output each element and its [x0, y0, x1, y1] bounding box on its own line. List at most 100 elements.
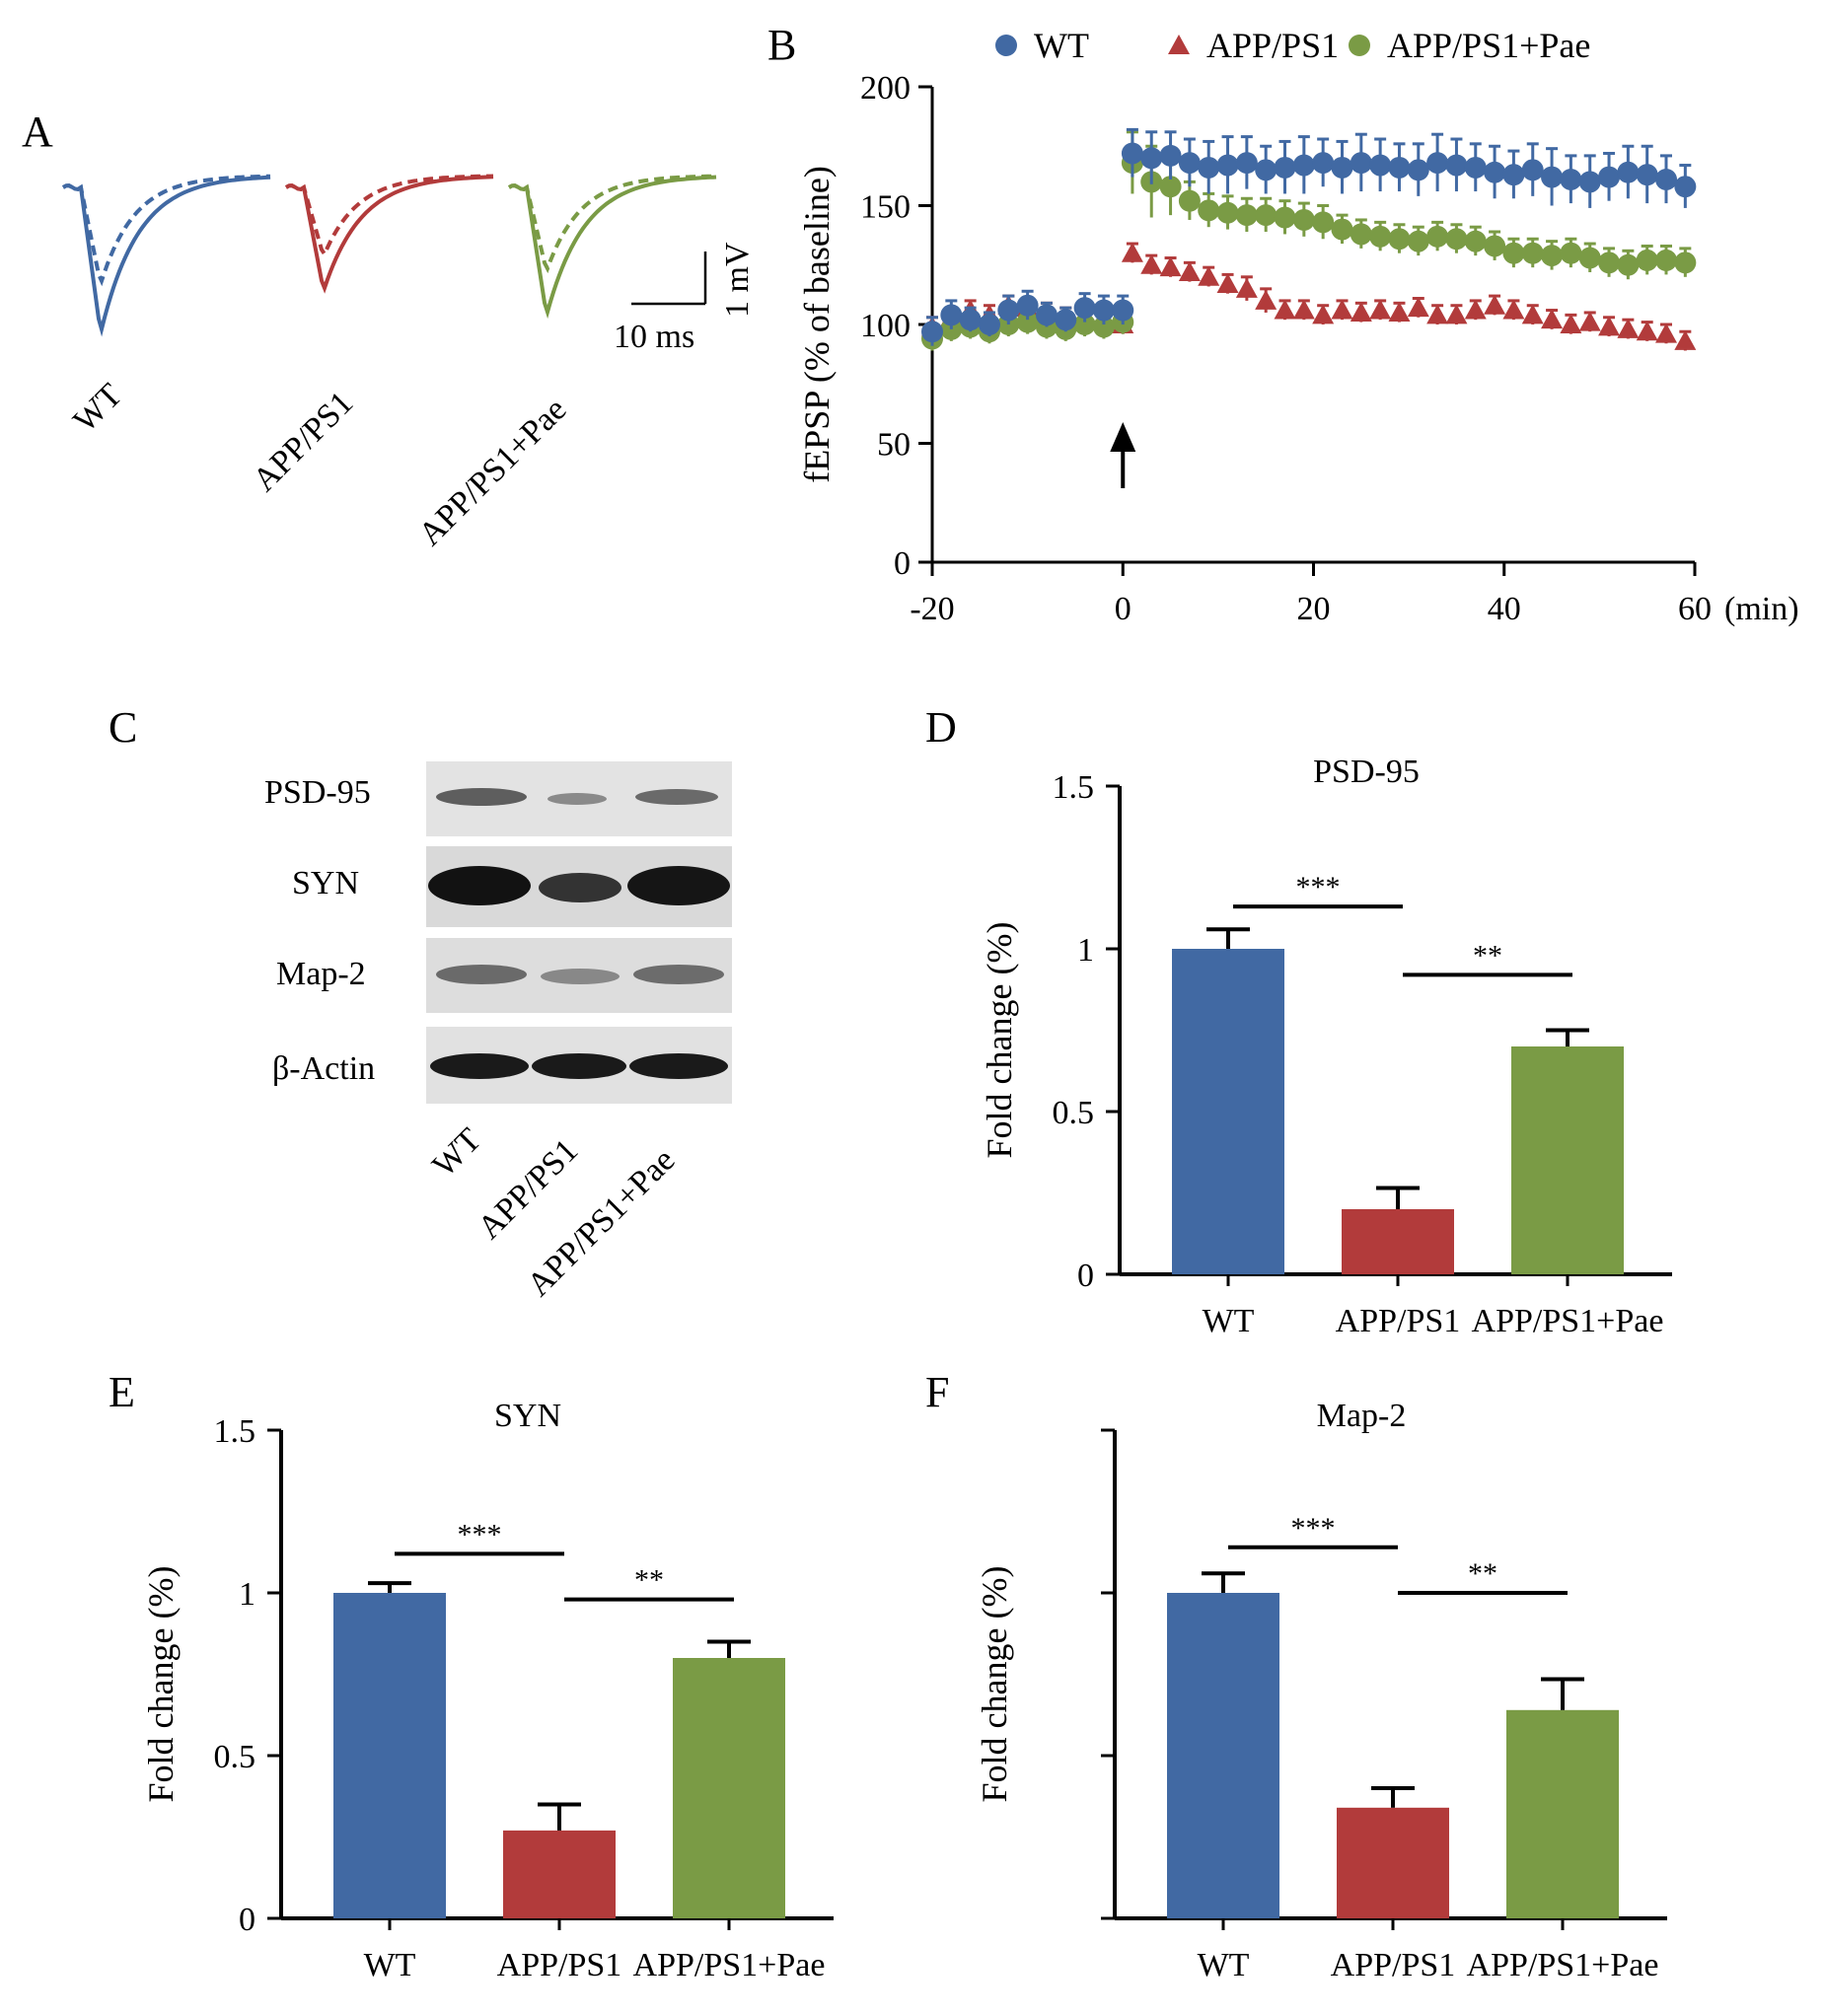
blot-row-psd95: PSD-95 [264, 774, 371, 811]
y-axis-label: Fold change (%) [980, 922, 1019, 1159]
data-point [1312, 304, 1335, 324]
data-point [1426, 225, 1449, 248]
y-tick-label: 1 [1077, 932, 1094, 969]
y-tick-label: 0 [1077, 1258, 1094, 1294]
legend-item: APP/PS1+Pae [1387, 26, 1590, 65]
data-point [1121, 142, 1143, 165]
panel-f-chart: Map-2 Fold change (%) WT APP/PS1 APP/PS1+Pae… [975, 1398, 1667, 1983]
category-label: APP/PS1 [497, 1947, 622, 1983]
data-point [1578, 247, 1601, 269]
data-point [1350, 152, 1372, 175]
panel-c-label: C [109, 703, 137, 752]
scalebar: 10 ms 1 mV [614, 242, 756, 355]
data-point [1541, 309, 1564, 329]
y-tick-label: 0 [894, 545, 911, 582]
y-tick-label: 50 [877, 427, 911, 464]
data-point [1598, 166, 1621, 188]
trace-label-app: APP/PS1 [246, 385, 360, 499]
data-point [1274, 299, 1296, 320]
blot-row-syn: SYN [292, 865, 359, 901]
data-point [1464, 230, 1487, 252]
data-point [1521, 159, 1544, 181]
data-point [1055, 309, 1077, 331]
data-point [1674, 252, 1697, 274]
data-point [1598, 316, 1621, 336]
panel-b-chart: 0 50 100 150 200 -20 0 20 40 60 (min) fEPSP (% of b… [797, 26, 1799, 627]
data-point [1502, 242, 1525, 264]
scalebar-voltage-label: 1 mV [719, 242, 756, 318]
data-point [1092, 316, 1115, 338]
scalebar-time-label: 10 ms [614, 319, 694, 355]
data-point [1350, 223, 1372, 246]
data-point [1016, 311, 1039, 333]
chart-title: PSD-95 [1313, 754, 1420, 790]
data-point [1016, 294, 1039, 317]
data-point [1235, 277, 1258, 298]
data-point [1484, 235, 1506, 257]
data-point [1388, 301, 1411, 322]
category-label: APP/PS1 [1331, 1947, 1456, 1983]
data-point [1159, 176, 1182, 198]
x-tick-label: 40 [1488, 591, 1521, 627]
data-point [1636, 164, 1658, 186]
y-axis-label: Fold change (%) [141, 1566, 181, 1803]
blot-lane-wt: WT [425, 1121, 488, 1185]
data-point [1484, 161, 1506, 183]
data-point [1255, 159, 1278, 181]
data-point [1578, 311, 1601, 331]
data-point [1445, 228, 1468, 251]
y-tick-label: 1.5 [214, 1413, 256, 1450]
data-point [1521, 304, 1544, 324]
bar [673, 1658, 785, 1918]
data-point [1617, 253, 1640, 276]
x-axis-unit: (min) [1724, 591, 1799, 627]
data-point [1331, 299, 1353, 320]
data-point [1617, 161, 1640, 183]
data-point [1674, 176, 1697, 198]
y-axis-label: fEPSP (% of baseline) [797, 166, 837, 483]
category-label: APP/PS1+Pae [1467, 1947, 1659, 1983]
data-point [940, 304, 963, 326]
bar [333, 1593, 446, 1918]
data-point [1369, 154, 1392, 177]
data-point [1178, 189, 1201, 212]
blot-row-map2: Map-2 [276, 956, 366, 992]
data-point [1426, 304, 1449, 324]
data-point [1198, 265, 1220, 286]
data-point [1407, 159, 1429, 181]
data-point [1274, 206, 1296, 229]
significance-label: *** [1296, 871, 1341, 903]
data-point [1674, 329, 1697, 350]
data-point [1407, 230, 1429, 252]
data-point [1073, 314, 1096, 335]
y-tick-label: 1.5 [1053, 769, 1095, 806]
data-point [1198, 156, 1220, 179]
data-point [1636, 249, 1658, 271]
data-point [1312, 152, 1335, 175]
bar [1342, 1209, 1454, 1274]
trace-solid-0 [62, 175, 271, 337]
x-tick-label: 0 [1115, 591, 1132, 627]
significance-label: ** [1473, 939, 1502, 972]
trace-solid-2 [508, 175, 717, 320]
panel-a-label: A [22, 108, 53, 156]
bar [1337, 1807, 1449, 1918]
panel-e-chart: 0 0.5 1 1.5 SYN Fold change (%) WT APP/PS1 APP/P… [141, 1398, 834, 1983]
legend-marker [1349, 35, 1370, 56]
data-point [1464, 156, 1487, 179]
data-point [1369, 299, 1392, 320]
y-tick-label: 0.5 [214, 1739, 256, 1775]
data-point [1464, 299, 1487, 320]
data-point [1388, 156, 1411, 179]
x-tick-label: 60 [1678, 591, 1712, 627]
data-point [1292, 208, 1315, 231]
trace-dashed-2 [508, 174, 717, 274]
legend-marker [995, 35, 1017, 56]
y-tick-label: 150 [860, 189, 911, 226]
data-point [1235, 152, 1258, 175]
panel-e-label: E [109, 1368, 135, 1416]
data-point [1369, 225, 1392, 248]
data-point [1112, 299, 1134, 322]
category-label: APP/PS1+Pae [1472, 1303, 1664, 1339]
